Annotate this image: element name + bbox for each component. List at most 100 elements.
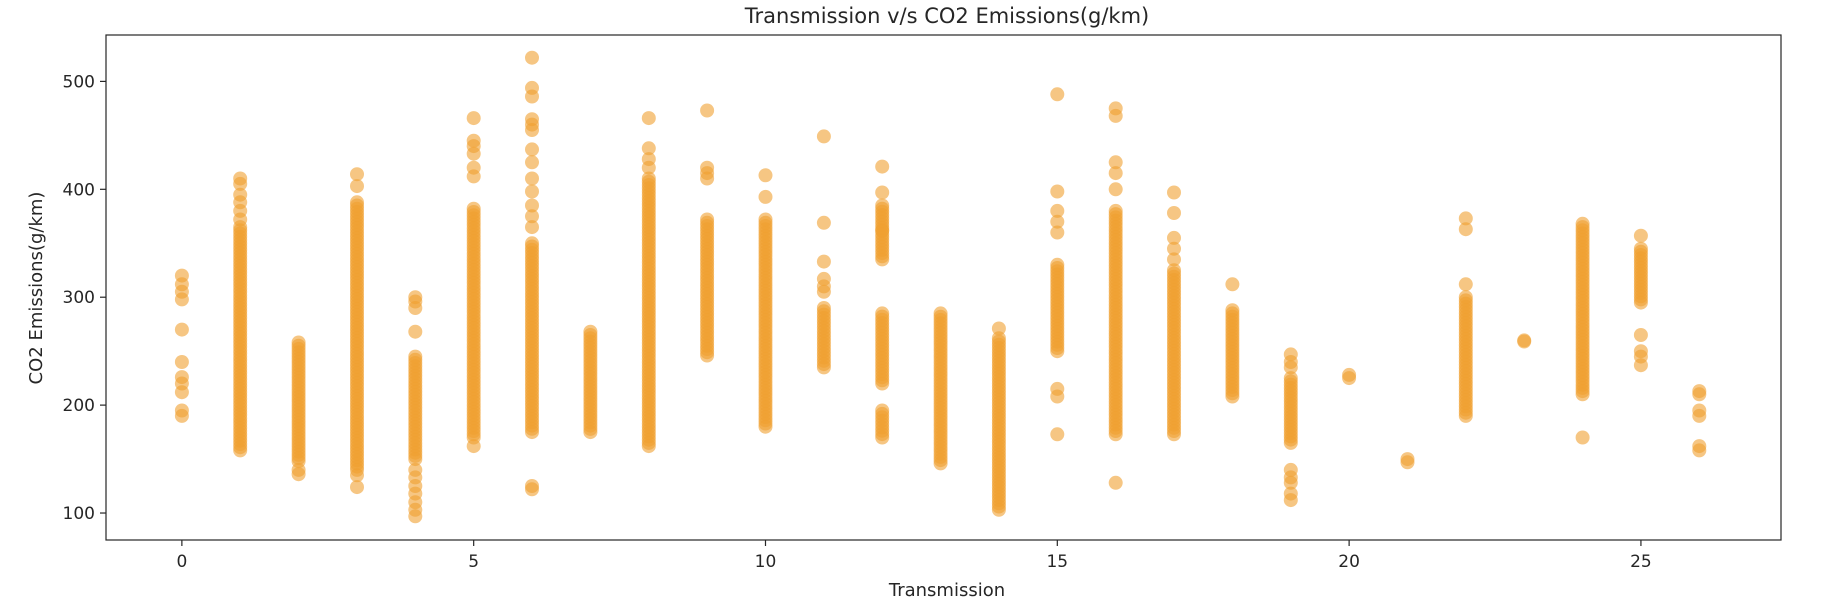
data-point bbox=[641, 160, 656, 175]
data-point bbox=[408, 324, 423, 339]
data-point bbox=[350, 468, 364, 483]
data-point bbox=[933, 306, 948, 321]
data-point bbox=[174, 292, 189, 307]
data-point bbox=[1458, 277, 1473, 292]
data-point bbox=[641, 141, 656, 156]
data-point bbox=[1108, 166, 1123, 181]
data-point bbox=[1400, 455, 1415, 470]
data-point bbox=[1167, 252, 1181, 267]
data-point bbox=[1692, 443, 1707, 458]
data-point bbox=[991, 321, 1006, 336]
data-point bbox=[525, 220, 539, 235]
x-tick-label: 20 bbox=[1338, 552, 1360, 572]
data-point bbox=[233, 176, 248, 191]
data-point bbox=[875, 185, 890, 200]
data-point bbox=[466, 169, 481, 184]
x-tick-label: 25 bbox=[1630, 552, 1652, 572]
data-point bbox=[875, 223, 890, 238]
data-point bbox=[700, 103, 715, 118]
data-point bbox=[466, 111, 481, 126]
y-axis-ticks: 100 200 300 400 500 bbox=[63, 72, 106, 524]
data-point bbox=[1050, 389, 1065, 404]
data-point bbox=[1050, 257, 1065, 272]
data-point bbox=[1633, 358, 1648, 373]
data-point bbox=[525, 482, 539, 497]
data-point bbox=[525, 236, 539, 251]
x-axis-label: Transmission bbox=[888, 580, 1005, 601]
y-tick-label: 500 bbox=[63, 72, 95, 92]
data-point bbox=[1108, 203, 1123, 218]
data-point bbox=[1633, 328, 1648, 342]
data-point bbox=[1633, 228, 1648, 243]
data-point bbox=[408, 509, 423, 524]
data-point bbox=[233, 212, 248, 227]
y-tick-label: 400 bbox=[63, 180, 95, 200]
x-axis-ticks: 0 5 10 15 20 25 bbox=[176, 540, 1652, 572]
data-point bbox=[1458, 211, 1473, 226]
data-point bbox=[525, 209, 539, 224]
y-tick-label: 100 bbox=[63, 504, 95, 524]
y-axis-label: CO2 Emissions(g/km) bbox=[26, 192, 47, 385]
x-tick-label: 0 bbox=[176, 552, 187, 572]
data-point bbox=[1167, 241, 1181, 256]
data-point bbox=[991, 331, 1006, 346]
data-point bbox=[1692, 387, 1707, 402]
data-point bbox=[408, 349, 423, 364]
data-point bbox=[1108, 182, 1123, 197]
data-point bbox=[758, 168, 773, 183]
data-point bbox=[291, 467, 306, 482]
data-point bbox=[350, 480, 364, 495]
data-point bbox=[525, 171, 539, 186]
data-point bbox=[525, 142, 539, 157]
data-point bbox=[1050, 87, 1065, 102]
data-point bbox=[174, 385, 189, 400]
x-tick-label: 15 bbox=[1046, 552, 1068, 572]
data-point bbox=[1108, 155, 1123, 170]
data-point bbox=[1167, 206, 1181, 220]
data-point bbox=[1167, 185, 1181, 200]
data-point bbox=[1342, 371, 1357, 386]
data-point bbox=[1050, 214, 1065, 229]
data-point bbox=[174, 322, 189, 337]
data-point bbox=[466, 201, 481, 216]
data-point bbox=[1050, 427, 1065, 442]
data-point bbox=[466, 439, 481, 454]
data-points bbox=[174, 50, 1707, 524]
data-point bbox=[1575, 430, 1590, 445]
data-point bbox=[816, 301, 831, 315]
data-point bbox=[1050, 225, 1065, 240]
data-point bbox=[350, 195, 364, 210]
data-point bbox=[1108, 475, 1123, 490]
data-point bbox=[1283, 493, 1298, 508]
y-tick-label: 300 bbox=[63, 288, 95, 308]
data-point bbox=[1283, 360, 1298, 375]
data-point bbox=[1458, 222, 1473, 237]
data-point bbox=[1575, 216, 1590, 231]
data-point bbox=[758, 189, 773, 204]
data-point bbox=[1167, 263, 1181, 278]
data-point bbox=[525, 50, 539, 65]
data-point bbox=[1283, 371, 1298, 386]
data-point bbox=[875, 403, 890, 418]
data-point bbox=[525, 89, 539, 104]
data-point bbox=[174, 408, 189, 423]
data-point bbox=[816, 254, 831, 269]
data-point bbox=[641, 111, 656, 126]
data-point bbox=[816, 215, 831, 230]
y-tick-label: 200 bbox=[63, 396, 95, 416]
data-point bbox=[758, 212, 773, 227]
data-point bbox=[525, 198, 539, 213]
data-point bbox=[525, 155, 539, 170]
data-point bbox=[1050, 184, 1065, 199]
chart-title: Transmission v/s CO2 Emissions(g/km) bbox=[744, 4, 1149, 28]
data-point bbox=[875, 306, 890, 321]
data-point bbox=[641, 171, 656, 186]
data-point bbox=[291, 335, 306, 350]
data-point bbox=[816, 129, 831, 144]
data-point bbox=[525, 184, 539, 199]
data-point bbox=[1050, 203, 1065, 218]
data-point bbox=[1108, 108, 1123, 123]
data-point bbox=[350, 179, 364, 194]
data-point bbox=[466, 146, 481, 161]
